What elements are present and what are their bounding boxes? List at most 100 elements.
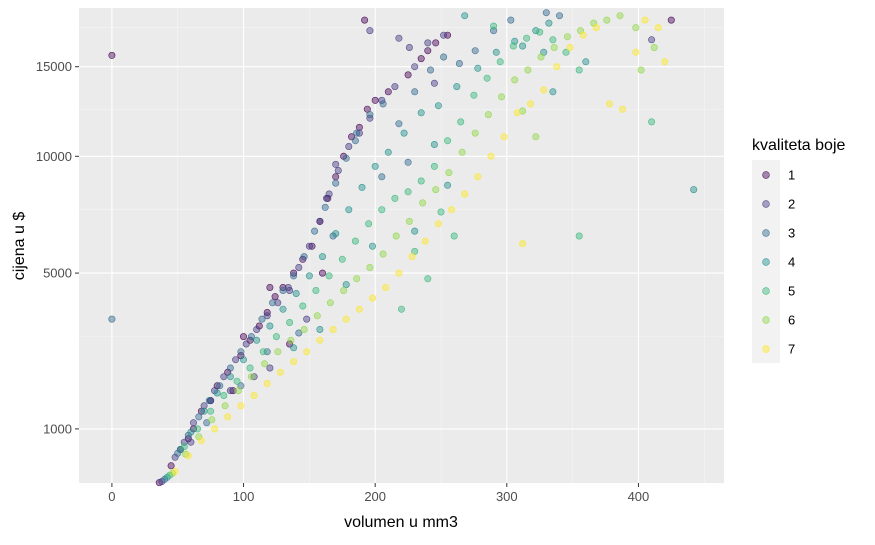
data-point [184,452,192,460]
data-point [519,107,527,115]
legend-key [762,258,770,266]
data-point [213,389,221,397]
data-point [318,253,326,261]
data-point [290,358,298,366]
data-point [417,109,425,117]
data-point [632,48,640,56]
data-point [286,318,294,326]
data-point [303,348,311,356]
data-point [194,425,202,433]
y-axis-title: cijena u $ [11,212,28,281]
data-point [321,203,329,211]
data-point [490,22,498,30]
data-point [250,373,258,381]
data-point [266,283,274,291]
data-point [397,305,405,313]
data-point [384,148,392,156]
legend-title: kvaliteta boje [752,137,845,154]
data-point [211,425,219,433]
data-point [342,315,350,323]
legend-key [762,200,770,208]
plot-background [79,8,724,483]
data-point [424,47,432,55]
data-point [513,109,521,117]
data-point [487,152,495,160]
data-point [650,43,658,51]
legend-label: 6 [788,313,795,328]
data-point [603,16,611,24]
data-point [316,336,324,344]
data-point [519,240,527,248]
data-point [545,19,553,27]
data-point [542,9,550,17]
data-point [461,12,469,20]
data-point [471,129,479,137]
data-point [641,16,649,24]
data-point [562,48,570,56]
data-point [203,419,211,427]
data-point [497,93,505,101]
legend-label: 7 [788,342,795,357]
data-point [342,281,350,289]
data-point [258,315,266,323]
data-point [216,382,224,390]
data-point [519,42,527,50]
data-point [426,66,434,74]
legend-items: 1 2 3 4 5 6 7 [762,168,795,357]
data-point [220,391,228,399]
data-point [290,272,298,280]
data-point [432,39,440,47]
data-point [404,158,412,166]
data-point [379,100,387,108]
data-point [437,208,445,216]
data-point [637,66,645,74]
data-point [240,356,248,364]
data-point [259,348,267,356]
x-axis-title: volumen u mm3 [344,514,458,531]
data-point [292,289,300,297]
legend-item-2: 2 [762,197,795,212]
data-point [195,433,203,441]
data-point [457,118,465,126]
data-point [332,173,340,181]
data-point [342,154,350,162]
legend-key [762,345,770,353]
data-point [424,275,432,283]
data-point [507,16,515,24]
legend-key [762,287,770,295]
data-point [492,48,500,56]
data-point [108,315,116,323]
data-point [455,59,463,67]
data-point [205,397,213,405]
data-point [575,232,583,240]
data-point [654,24,662,32]
data-point [208,416,216,424]
data-point [316,217,324,225]
data-point [355,305,363,313]
data-point [632,24,640,32]
data-point [524,66,532,74]
legend-key [762,229,770,237]
data-point [500,133,508,141]
data-point [526,100,534,108]
data-point [300,325,308,333]
data-point [532,27,540,35]
data-point [303,315,311,323]
data-point [274,348,282,356]
data-point [355,123,363,131]
data-point [484,111,492,119]
data-point [233,377,241,385]
data-point [300,253,308,261]
data-point [322,194,330,202]
data-point [458,148,466,156]
y-tick-label: 15000 [36,59,72,74]
data-point [311,227,319,235]
data-point [247,333,255,341]
data-point [299,302,307,310]
data-point [187,428,195,436]
data-point [326,299,334,307]
data-point [471,47,479,55]
data-point [365,220,373,228]
x-tick-label: 300 [496,489,518,504]
